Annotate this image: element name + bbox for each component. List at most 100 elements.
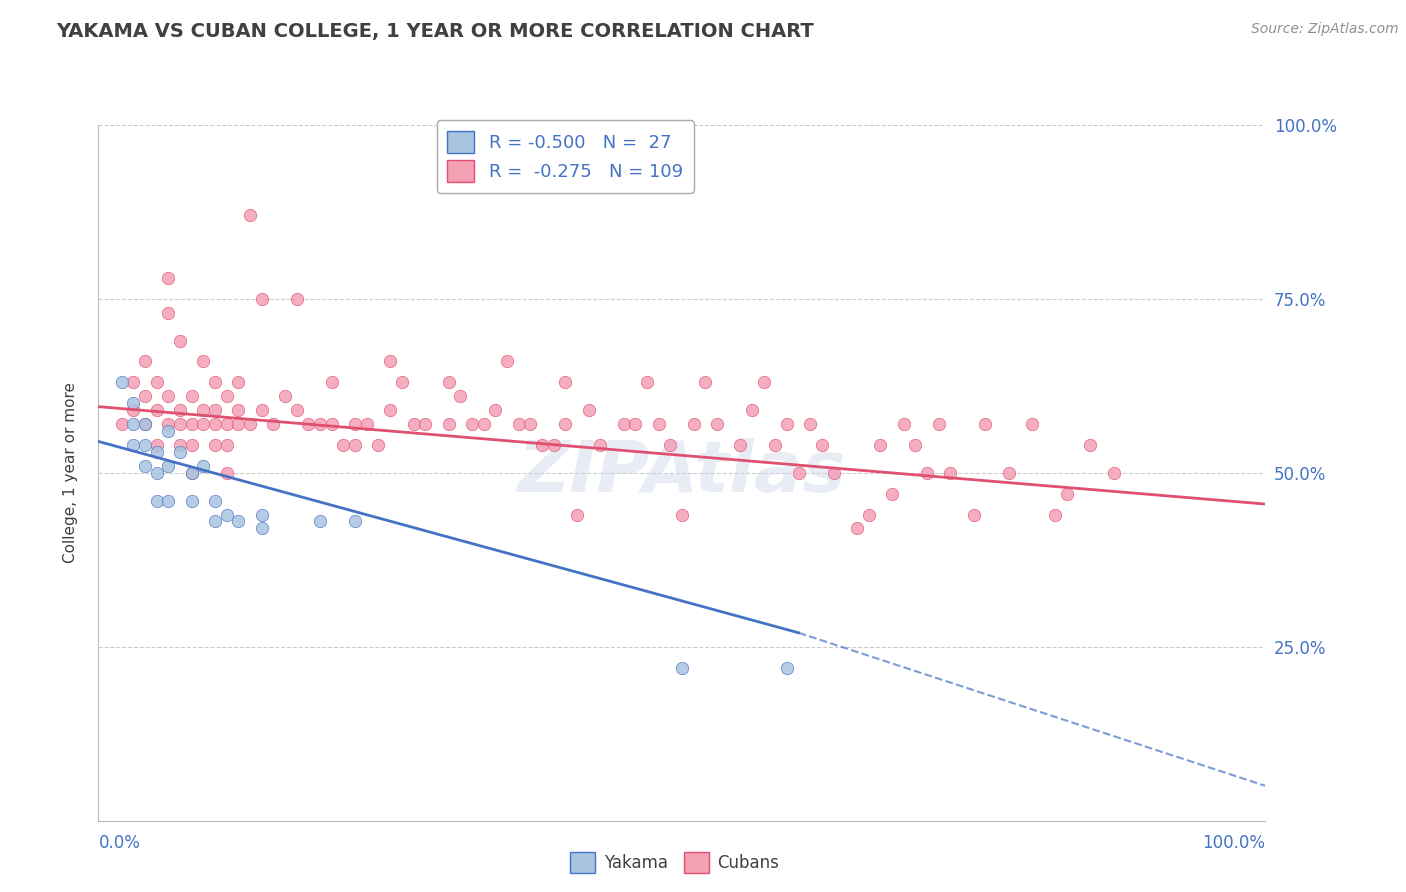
Point [215, 508, 238, 522]
Point [204, 515, 226, 529]
Text: YAKAMA VS CUBAN COLLEGE, 1 YEAR OR MORE CORRELATION CHART: YAKAMA VS CUBAN COLLEGE, 1 YEAR OR MORE … [56, 22, 814, 41]
Point [157, 424, 180, 438]
Point [134, 458, 156, 473]
Point [157, 458, 180, 473]
Point [543, 438, 565, 452]
Point [169, 334, 191, 348]
Point [146, 466, 169, 480]
Point [146, 445, 169, 459]
Point [215, 438, 238, 452]
Point [437, 376, 460, 390]
Point [776, 660, 799, 674]
Point [1056, 486, 1078, 500]
Point [880, 486, 903, 500]
Point [344, 417, 367, 431]
Point [250, 403, 273, 417]
Point [228, 515, 250, 529]
Point [239, 417, 262, 431]
Point [180, 417, 202, 431]
Point [706, 417, 728, 431]
Point [752, 376, 775, 390]
Point [204, 376, 226, 390]
Point [321, 376, 343, 390]
Point [367, 438, 389, 452]
Point [111, 376, 134, 390]
Text: Source: ZipAtlas.com: Source: ZipAtlas.com [1251, 22, 1399, 37]
Point [484, 403, 506, 417]
Point [624, 417, 647, 431]
Point [228, 403, 250, 417]
Point [846, 521, 869, 535]
Point [169, 438, 191, 452]
Point [578, 403, 600, 417]
Point [378, 403, 402, 417]
Point [122, 376, 145, 390]
Point [356, 417, 378, 431]
Point [763, 438, 786, 452]
Point [799, 417, 821, 431]
Point [332, 438, 354, 452]
Point [193, 458, 215, 473]
Point [589, 438, 612, 452]
Point [695, 376, 717, 390]
Point [321, 417, 343, 431]
Point [228, 376, 250, 390]
Point [262, 417, 284, 431]
Point [437, 417, 460, 431]
Point [180, 438, 202, 452]
Point [1102, 466, 1125, 480]
Point [215, 466, 238, 480]
Point [134, 417, 156, 431]
Point [228, 417, 250, 431]
Point [413, 417, 436, 431]
Point [811, 438, 834, 452]
Point [250, 508, 273, 522]
Point [157, 493, 180, 508]
Point [215, 389, 238, 403]
Point [939, 466, 962, 480]
Point [904, 438, 927, 452]
Point [274, 389, 297, 403]
Point [530, 438, 553, 452]
Point [997, 466, 1019, 480]
Point [250, 521, 273, 535]
Point [613, 417, 636, 431]
Point [449, 389, 471, 403]
Point [915, 466, 938, 480]
Point [659, 438, 682, 452]
Point [193, 417, 215, 431]
Text: 100.0%: 100.0% [1202, 834, 1265, 852]
Point [134, 438, 156, 452]
Point [472, 417, 495, 431]
Point [180, 466, 202, 480]
Point [402, 417, 425, 431]
Point [134, 389, 156, 403]
Point [730, 438, 752, 452]
Point [297, 417, 319, 431]
Point [554, 417, 576, 431]
Legend: Yakama, Cubans: Yakama, Cubans [564, 846, 786, 880]
Point [554, 376, 576, 390]
Point [391, 376, 413, 390]
Point [157, 306, 180, 320]
Point [122, 396, 145, 410]
Point [636, 376, 658, 390]
Point [823, 466, 845, 480]
Point [111, 417, 134, 431]
Point [671, 508, 693, 522]
Point [122, 438, 145, 452]
Text: 0.0%: 0.0% [98, 834, 141, 852]
Point [204, 403, 226, 417]
Point [122, 417, 145, 431]
Point [134, 417, 156, 431]
Point [146, 438, 169, 452]
Point [193, 354, 215, 368]
Point [378, 354, 402, 368]
Point [893, 417, 915, 431]
Point [146, 376, 169, 390]
Text: ZIPAtlas: ZIPAtlas [517, 438, 846, 508]
Point [928, 417, 950, 431]
Point [495, 354, 517, 368]
Point [461, 417, 484, 431]
Point [1045, 508, 1067, 522]
